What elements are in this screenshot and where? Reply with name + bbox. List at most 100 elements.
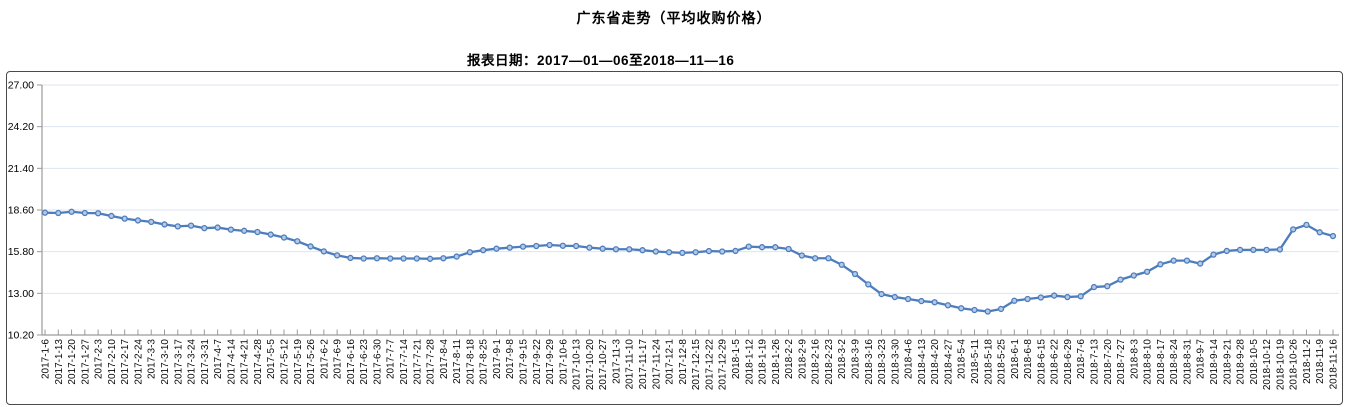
x-axis-label: 2017-3-17 (173, 339, 184, 385)
data-point-marker (1077, 293, 1084, 300)
data-point-marker (1210, 251, 1217, 258)
x-axis-label: 2017-4-28 (253, 339, 264, 385)
data-point-marker (825, 255, 832, 262)
x-axis-label: 2017-6-23 (359, 339, 370, 385)
x-axis-label: 2018-4-6 (904, 339, 915, 379)
data-point-marker (440, 255, 447, 262)
x-axis-label: 2017-8-11 (452, 339, 463, 384)
x-axis-label: 2017-2-10 (107, 339, 118, 385)
data-point-marker (1117, 276, 1124, 283)
x-axis-label: 2017-9-29 (545, 339, 556, 385)
data-point-marker (865, 281, 872, 288)
data-point-marker (1329, 232, 1337, 240)
x-axis-label: 2017-12-15 (691, 339, 702, 391)
x-axis-label: 2018-5-18 (983, 339, 994, 385)
data-point-marker (732, 247, 739, 255)
x-axis-label: 2017-3-3 (147, 339, 158, 379)
data-point-marker (413, 255, 420, 262)
x-axis-label: 2017-5-5 (266, 339, 277, 379)
data-point-marker (1316, 229, 1323, 236)
data-point-marker (1263, 246, 1270, 254)
data-point-marker (1143, 268, 1151, 275)
x-axis-label: 2017-7-7 (386, 339, 397, 379)
data-point-marker (400, 255, 407, 262)
x-axis-label: 2017-12-1 (665, 339, 676, 385)
x-axis-label: 2018-3-30 (890, 339, 901, 385)
report-date-range: 报表日期：2017—01—06至2018—11—16 (467, 53, 735, 68)
data-point-marker (1130, 272, 1137, 279)
data-point-marker (68, 208, 75, 215)
x-axis-label: 2017-8-4 (439, 339, 450, 379)
x-axis-label: 2017-8-18 (465, 339, 476, 385)
data-point-marker (1170, 257, 1177, 264)
x-axis-label: 2018-10-19 (1275, 339, 1286, 391)
data-point-marker (1236, 246, 1244, 254)
data-point-marker (851, 270, 859, 278)
x-axis-label: 2018-7-20 (1103, 339, 1114, 385)
x-axis-label: 2018-7-6 (1076, 339, 1087, 379)
x-axis-label: 2018-10-26 (1289, 339, 1300, 391)
data-point-marker (134, 217, 142, 224)
data-point-marker (466, 249, 474, 256)
x-axis-label: 2018-9-14 (1209, 339, 1220, 385)
data-point-marker (745, 243, 752, 250)
x-axis-label: 2017-9-1 (492, 339, 503, 379)
x-axis-label: 2018-8-3 (1129, 339, 1140, 379)
data-point-marker (626, 246, 633, 253)
x-axis-label: 2018-1-12 (744, 339, 755, 385)
data-point-marker (373, 255, 381, 262)
x-axis-label: 2017-12-8 (678, 339, 689, 385)
data-point-marker (599, 245, 606, 252)
data-point-marker (572, 242, 580, 250)
x-axis-label: 2017-5-26 (306, 339, 317, 385)
y-axis-label: 10.20 (8, 330, 34, 342)
data-point-marker (41, 209, 49, 216)
x-axis-label: 2017-12-22 (704, 339, 715, 391)
data-point-marker (997, 305, 1005, 313)
y-axis-label: 27.00 (8, 80, 34, 92)
data-point-marker (931, 299, 938, 306)
data-point-marker (55, 209, 62, 217)
x-axis-label: 2018-1-26 (771, 339, 782, 385)
data-point-marker (984, 308, 991, 315)
page-title: 广东省走势（平均收购价格） (576, 10, 772, 26)
y-axis-label: 18.60 (8, 205, 34, 217)
x-axis-label: 2017-11-3 (611, 339, 622, 384)
data-point-marker (1090, 283, 1098, 291)
x-axis-label: 2017-10-27 (598, 339, 609, 391)
data-point-marker (705, 247, 713, 255)
x-axis-label: 2017-9-22 (532, 339, 543, 385)
x-axis-label: 2018-11-16 (1329, 339, 1340, 390)
data-point-marker (148, 218, 155, 226)
data-point-marker (1250, 246, 1257, 254)
data-point-marker (81, 209, 88, 217)
x-axis-label: 2018-3-2 (837, 339, 848, 379)
data-point-marker (1223, 247, 1230, 255)
x-axis-label: 2018-6-22 (1050, 339, 1061, 385)
data-point-marker (333, 252, 341, 259)
data-point-marker (1064, 293, 1071, 301)
data-point-marker (347, 254, 354, 262)
x-axis-label: 2018-4-20 (930, 339, 941, 385)
data-point-marker (108, 212, 115, 220)
x-axis-label: 2018-8-31 (1182, 339, 1193, 385)
data-point-marker (227, 226, 235, 233)
x-axis-label: 2018-10-12 (1262, 339, 1273, 391)
data-point-marker (187, 222, 195, 229)
x-axis-label: 2017-2-3 (94, 339, 105, 379)
x-axis-label: 2017-5-12 (280, 339, 291, 385)
data-point-marker (1037, 294, 1045, 301)
x-axis-label: 2017-1-6 (41, 339, 52, 379)
x-axis-label: 2017-11-17 (638, 339, 649, 390)
x-axis-label: 2018-2-16 (811, 339, 822, 385)
x-axis-label: 2017-8-25 (479, 339, 490, 385)
data-point-marker (719, 248, 726, 255)
data-point-marker (1276, 246, 1284, 253)
x-axis-label: 2018-10-5 (1249, 339, 1260, 385)
data-point-marker (320, 248, 327, 255)
x-axis-label: 2018-3-9 (850, 339, 861, 379)
data-point-marker (453, 253, 460, 260)
x-axis-label: 2017-3-31 (200, 339, 211, 385)
data-point-marker (1051, 292, 1058, 299)
x-axis-label: 2018-5-11 (970, 339, 981, 384)
